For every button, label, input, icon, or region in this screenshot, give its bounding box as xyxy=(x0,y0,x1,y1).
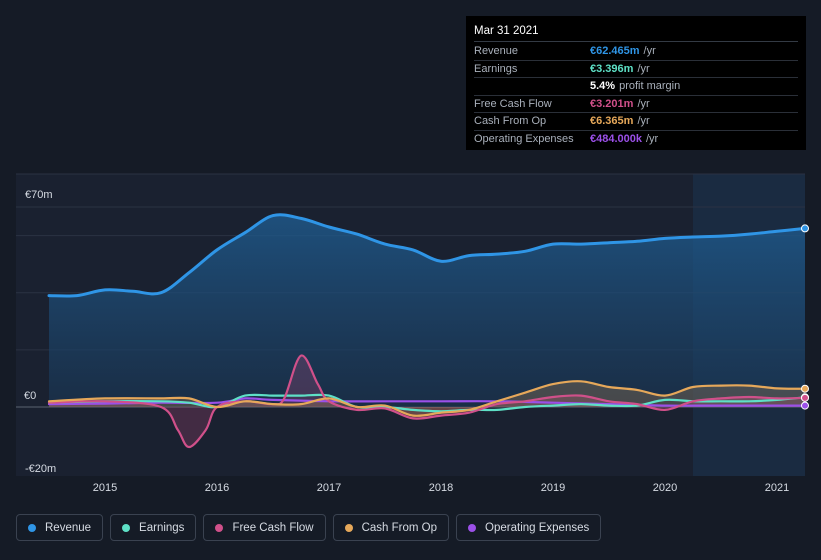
legend-dot-icon xyxy=(468,523,477,532)
data-tooltip: Mar 31 2021 Revenue €62.465m /yr Earning… xyxy=(466,16,806,150)
legend-label: Operating Expenses xyxy=(485,521,590,534)
tooltip-row-profit-margin: 5.4% profit margin xyxy=(474,78,798,96)
legend-item-free-cash-flow[interactable]: Free Cash Flow xyxy=(203,514,326,541)
legend-dot-icon xyxy=(122,523,131,532)
x-tick-label: 2020 xyxy=(653,482,677,494)
legend-item-operating-expenses[interactable]: Operating Expenses xyxy=(456,514,602,541)
chart-legend: Revenue Earnings Free Cash Flow Cash Fro… xyxy=(16,514,602,541)
tooltip-value: €3.201m xyxy=(590,97,634,110)
x-tick-label: 2016 xyxy=(205,482,229,494)
x-tick-label: 2015 xyxy=(93,482,117,494)
tooltip-unit: /yr xyxy=(637,97,650,110)
legend-dot-icon xyxy=(28,523,36,532)
tooltip-value: €3.396m xyxy=(590,62,634,75)
x-tick-label: 2019 xyxy=(541,482,565,494)
tooltip-label: Revenue xyxy=(474,45,519,57)
tooltip-label xyxy=(474,78,590,95)
tooltip-unit: /yr xyxy=(637,115,650,127)
series-line-free-cash-flow xyxy=(47,354,807,449)
tooltip-date: Mar 31 2021 xyxy=(474,23,798,42)
y-tick-label: €70m xyxy=(25,189,53,201)
series-endpoint-cash-from-op xyxy=(801,384,809,393)
tooltip-unit: /yr xyxy=(637,62,650,75)
series-line-revenue xyxy=(47,213,807,298)
legend-label: Earnings xyxy=(139,521,185,534)
tooltip-unit: /yr xyxy=(643,45,656,57)
series-endpoint-operating-expenses xyxy=(801,401,809,410)
tooltip-row-earnings: Earnings €3.396m /yr xyxy=(474,61,798,78)
series-area-cash-from-op xyxy=(49,381,805,416)
tooltip-row-revenue: Revenue €62.465m /yr xyxy=(474,43,798,61)
tooltip-value: €6.365m xyxy=(590,115,634,127)
legend-label: Revenue xyxy=(45,521,92,534)
series-area-revenue xyxy=(49,214,805,407)
tooltip-row-cash-from-op: Cash From Op €6.365m /yr xyxy=(474,113,798,131)
legend-dot-icon xyxy=(215,523,224,532)
tooltip-value: €484.000k xyxy=(590,132,642,145)
legend-item-revenue[interactable]: Revenue xyxy=(16,514,104,541)
tooltip-label: Cash From Op xyxy=(474,115,547,127)
tooltip-label: Free Cash Flow xyxy=(474,97,552,110)
legend-item-cash-from-op[interactable]: Cash From Op xyxy=(332,514,450,541)
tooltip-value: €62.465m xyxy=(590,45,640,57)
tooltip-row-free-cash-flow: Free Cash Flow €3.201m /yr xyxy=(474,96,798,113)
y-tick-label: -€20m xyxy=(25,463,56,475)
series-line-cash-from-op xyxy=(47,380,807,417)
tooltip-unit: /yr xyxy=(646,132,659,145)
x-tick-label: 2021 xyxy=(765,482,789,494)
x-tick-label: 2018 xyxy=(429,482,453,494)
series-endpoint-revenue xyxy=(801,224,809,233)
legend-label: Cash From Op xyxy=(361,521,438,534)
legend-label: Free Cash Flow xyxy=(232,521,314,534)
tooltip-value: 5.4% xyxy=(590,80,616,92)
tooltip-label: Earnings xyxy=(474,62,518,75)
tooltip-unit: profit margin xyxy=(619,80,681,92)
tooltip-label: Operating Expenses xyxy=(474,132,574,145)
legend-item-earnings[interactable]: Earnings xyxy=(110,514,197,541)
tooltip-row-operating-expenses: Operating Expenses €484.000k /yr xyxy=(474,131,798,148)
x-tick-label: 2017 xyxy=(317,482,341,494)
legend-dot-icon xyxy=(344,523,353,532)
y-tick-label: €0 xyxy=(24,390,36,402)
series-endpoint-free-cash-flow xyxy=(801,393,809,402)
